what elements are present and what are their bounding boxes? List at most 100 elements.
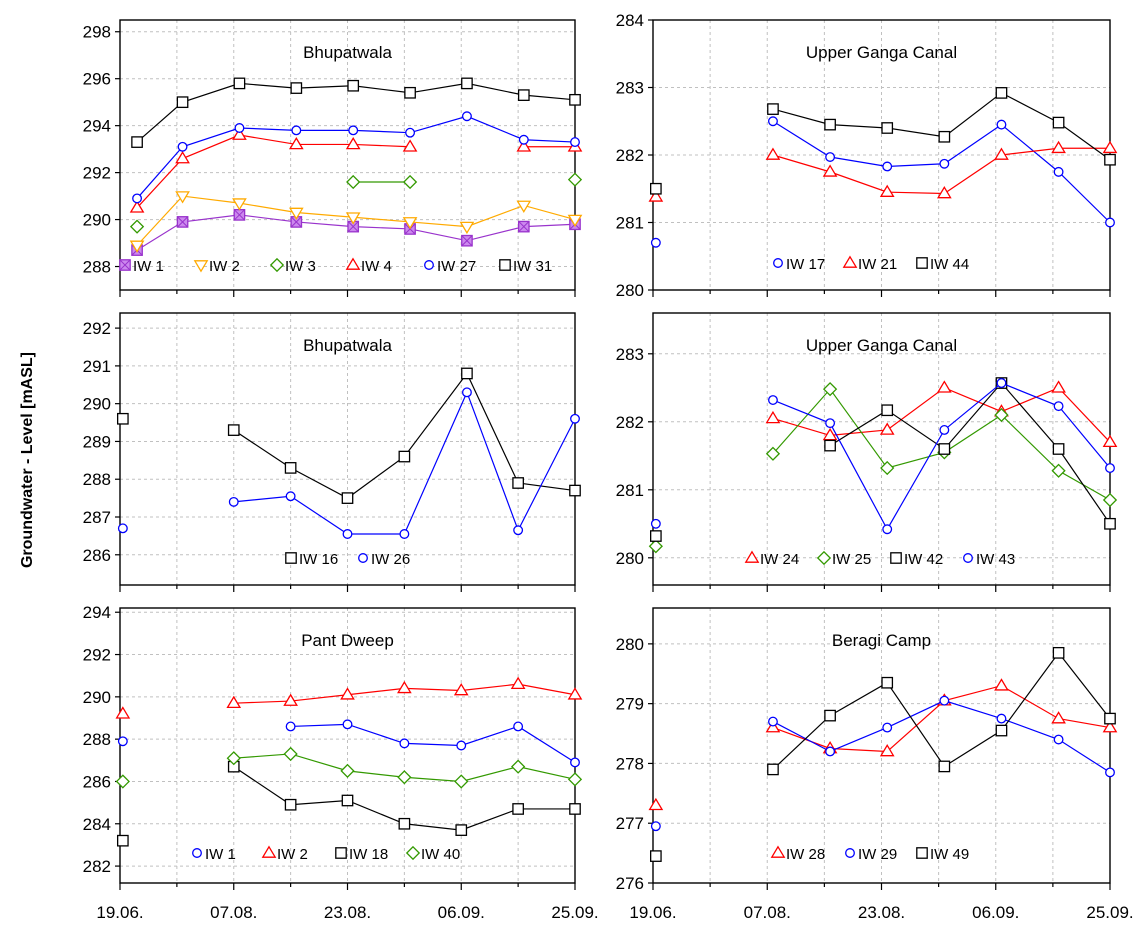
data-point: [290, 82, 303, 94]
data-point: [650, 237, 661, 248]
y-tick-label: 280: [616, 549, 644, 568]
legend-label: IW 25: [832, 551, 871, 568]
x-tick-label: 19.06.: [629, 903, 676, 922]
data-point: [117, 736, 128, 747]
data-point: [288, 136, 304, 150]
data-point: [232, 127, 247, 140]
data-point: [347, 79, 360, 92]
data-point: [1105, 463, 1115, 473]
legend-marker-cross: [119, 259, 131, 271]
y-tick-label: 283: [616, 345, 644, 364]
data-point: [938, 760, 951, 773]
x-tick-label: 07.08.: [744, 903, 791, 922]
data-point: [650, 821, 661, 832]
data-point: [881, 404, 894, 417]
data-point: [1051, 711, 1066, 724]
data-point: [283, 693, 298, 706]
data-point: [345, 136, 361, 150]
y-tick-label: 282: [616, 146, 644, 165]
data-point: [510, 676, 526, 690]
y-tick-label: 288: [83, 470, 111, 489]
data-point: [824, 709, 836, 722]
data-point: [1052, 646, 1065, 659]
data-point: [939, 158, 950, 169]
data-point: [879, 184, 895, 197]
series-line: [136, 214, 576, 251]
x-tick-label: 23.08.: [858, 903, 905, 922]
data-point: [1102, 492, 1118, 508]
data-point: [226, 695, 242, 709]
series-line: [290, 723, 576, 763]
data-point: [1053, 166, 1064, 177]
data-point: [402, 174, 418, 190]
series-line: [772, 651, 1111, 770]
panel-title: Beragi Camp: [832, 631, 931, 650]
y-tick-label: 290: [83, 688, 111, 707]
data-point-cross: [518, 221, 530, 233]
x-tick-label: 25.09.: [551, 903, 598, 922]
data-point: [404, 86, 416, 99]
series-iw2: [115, 676, 583, 719]
data-point: [938, 130, 951, 143]
data-point: [129, 240, 145, 253]
data-point: [936, 186, 952, 199]
data-point: [1053, 401, 1064, 412]
data-point: [398, 450, 411, 463]
data-point: [175, 191, 190, 204]
data-point: [650, 530, 662, 542]
y-tick-label: 277: [616, 814, 644, 833]
panel-5: 282 284 286 288 290 292 294 19.06. 07.08. 23.08. 0…: [83, 603, 599, 922]
data-point: [284, 798, 297, 811]
legend-marker: [345, 257, 361, 270]
data-point: [939, 695, 950, 706]
legend-marker: [773, 258, 783, 268]
series-line: [136, 134, 411, 209]
y-tick-label: 280: [616, 281, 644, 300]
data-point: [648, 539, 663, 554]
data-point: [824, 118, 836, 131]
data-point: [822, 382, 838, 397]
legend-marker: [842, 255, 858, 268]
series-iw16: [116, 367, 581, 504]
data-point: [879, 744, 895, 757]
data-point: [129, 200, 145, 213]
legend: IW 17 IW 21 IW 44: [773, 255, 969, 273]
data-point: [567, 214, 583, 228]
data-point: [1102, 140, 1118, 154]
y-tick-label: 290: [83, 211, 111, 230]
legend: IW 1 IW 2 IW 3 IW 4 IW 27 IW 31: [119, 257, 552, 275]
data-point: [570, 413, 580, 424]
data-point: [1104, 517, 1116, 530]
data-point: [512, 803, 524, 815]
data-point: [348, 125, 359, 136]
data-point: [517, 89, 530, 101]
y-tick-label: 288: [83, 258, 111, 277]
data-point: [176, 96, 189, 109]
data-point: [822, 164, 838, 177]
data-point: [650, 850, 662, 862]
legend-marker: [335, 847, 347, 859]
data-point: [455, 824, 468, 836]
data-point: [1051, 380, 1066, 393]
data-point: [1102, 720, 1118, 733]
series-line: [136, 195, 576, 246]
legend: IW 16 IW 26: [285, 551, 410, 568]
data-point: [996, 378, 1007, 388]
data-point: [567, 772, 583, 787]
legend-label: IW 24: [760, 551, 799, 568]
data-point: [342, 529, 353, 539]
data-point: [1102, 434, 1118, 448]
series-iw44: [650, 87, 1116, 195]
data-point: [512, 477, 524, 489]
panel-title: Bhupatwala: [303, 336, 392, 355]
panel-title: Upper Ganga Canal: [806, 336, 957, 355]
series-iw29: [650, 695, 1115, 832]
data-point: [767, 763, 779, 776]
data-point: [1104, 712, 1116, 725]
data-point: [340, 763, 355, 779]
series-iw1: [117, 719, 580, 768]
data-point: [567, 172, 583, 187]
y-tick-label: 283: [616, 79, 644, 98]
data-point: [825, 418, 836, 429]
